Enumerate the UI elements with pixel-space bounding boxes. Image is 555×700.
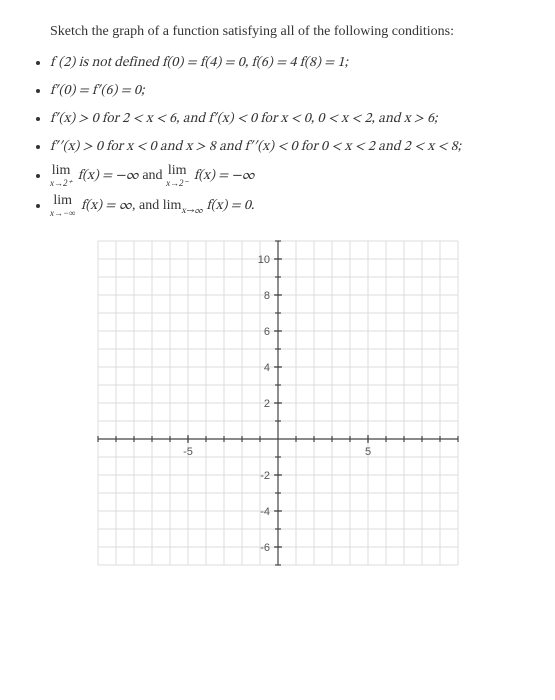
svg-text:5: 5	[364, 446, 370, 458]
svg-text:2: 2	[263, 398, 269, 410]
svg-text:-4: -4	[260, 506, 270, 518]
condition-6: lim x→−∞ f(x) = ∞, and limx→∞ f(x) = 0.	[50, 194, 523, 219]
svg-text:-6: -6	[260, 542, 270, 554]
svg-text:10: 10	[257, 254, 269, 266]
prompt-text: Sketch the graph of a function satisfyin…	[50, 24, 523, 40]
blank-grid-graph: -5 5 10 8 6 4 2 -2 -4 -6	[94, 237, 462, 574]
svg-text:-2: -2	[260, 470, 270, 482]
svg-text:4: 4	[263, 362, 269, 374]
svg-text:-5: -5	[183, 446, 193, 458]
svg-text:6: 6	[263, 326, 269, 338]
conditions-list: f (2) is not defined f(0) = f(4) = 0, f(…	[32, 52, 523, 219]
condition-3: f′(x) > 0 for 2 < x < 6, and f′(x) < 0 f…	[50, 108, 523, 130]
condition-1: f (2) is not defined f(0) = f(4) = 0, f(…	[50, 52, 523, 74]
condition-2: f′(0) = f′(6) = 0;	[50, 80, 523, 102]
svg-text:8: 8	[263, 290, 269, 302]
condition-4: f′′(x) > 0 for x < 0 and x > 8 and f′′(x…	[50, 136, 523, 158]
condition-5: lim x→2⁺ f(x) = −∞ and lim x→2⁻ f(x) = −…	[50, 164, 523, 188]
